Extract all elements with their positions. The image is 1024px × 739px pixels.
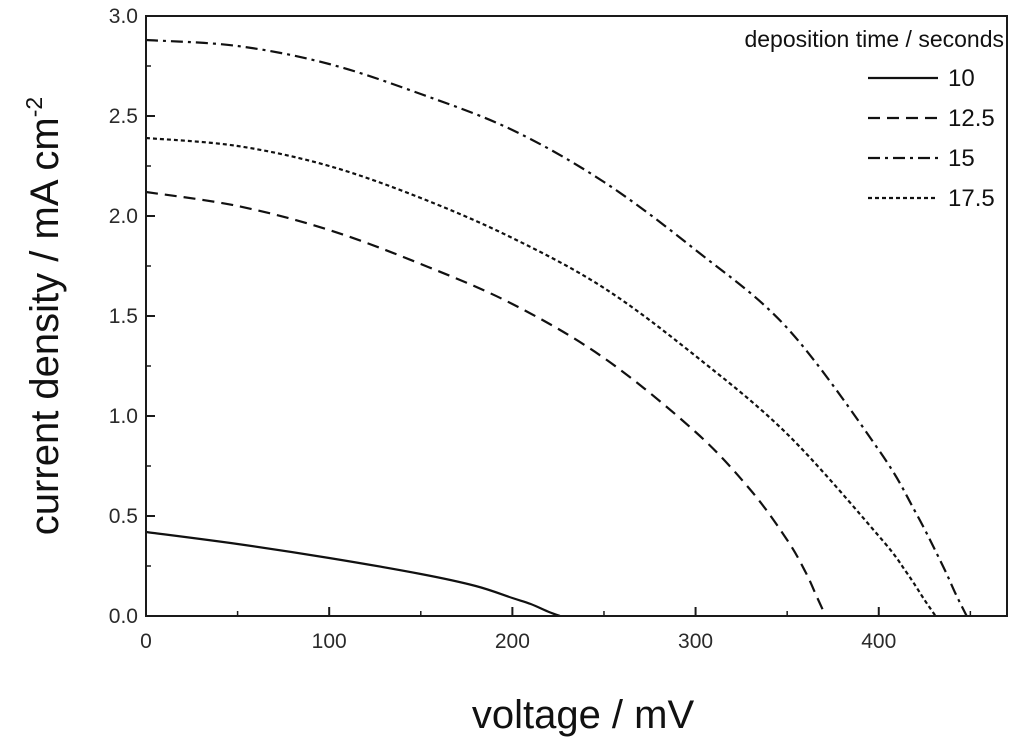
y-tick-label: 1.0: [109, 405, 138, 428]
y-axis-title-superscript: -2: [21, 97, 47, 117]
plot-frame: [145, 15, 1008, 617]
y-axis-title: current density / mA cm-2: [21, 97, 67, 535]
x-axis-title: voltage / mV: [472, 693, 695, 737]
x-tick-label: 100: [312, 630, 347, 653]
y-axis-title-main: current density / mA cm: [23, 117, 67, 535]
series-line-15: [145, 38, 968, 617]
x-tick-label: 0: [140, 630, 152, 653]
x-tick-label: 300: [678, 630, 713, 653]
series-line-12-5: [145, 190, 827, 617]
y-tick-label: 0.5: [109, 505, 138, 528]
x-tick-label: 400: [861, 630, 896, 653]
x-tick-label: 200: [495, 630, 530, 653]
series-line-10: [145, 530, 561, 618]
y-tick-label: 0.0: [109, 605, 138, 628]
y-tick-label: 2.0: [109, 205, 138, 228]
y-tick-label: 2.5: [109, 105, 138, 128]
legend-title: deposition time / seconds: [744, 26, 1004, 52]
legend-label: 12.5: [948, 105, 995, 132]
legend-label: 15: [948, 145, 975, 172]
series-layer: [145, 38, 968, 618]
legend: deposition time / seconds 10 12.5 15 17.5: [744, 26, 1004, 212]
axes-layer: 0 100 200 300 400 0.0 0.5 1.0 1.5 2.0 2.5 3.0: [109, 5, 1008, 653]
y-tick-label: 3.0: [109, 5, 138, 28]
legend-label: 10: [948, 65, 975, 92]
legend-label: 17.5: [948, 185, 995, 212]
series-line-17-5: [145, 136, 937, 617]
y-tick-label: 1.5: [109, 305, 138, 328]
